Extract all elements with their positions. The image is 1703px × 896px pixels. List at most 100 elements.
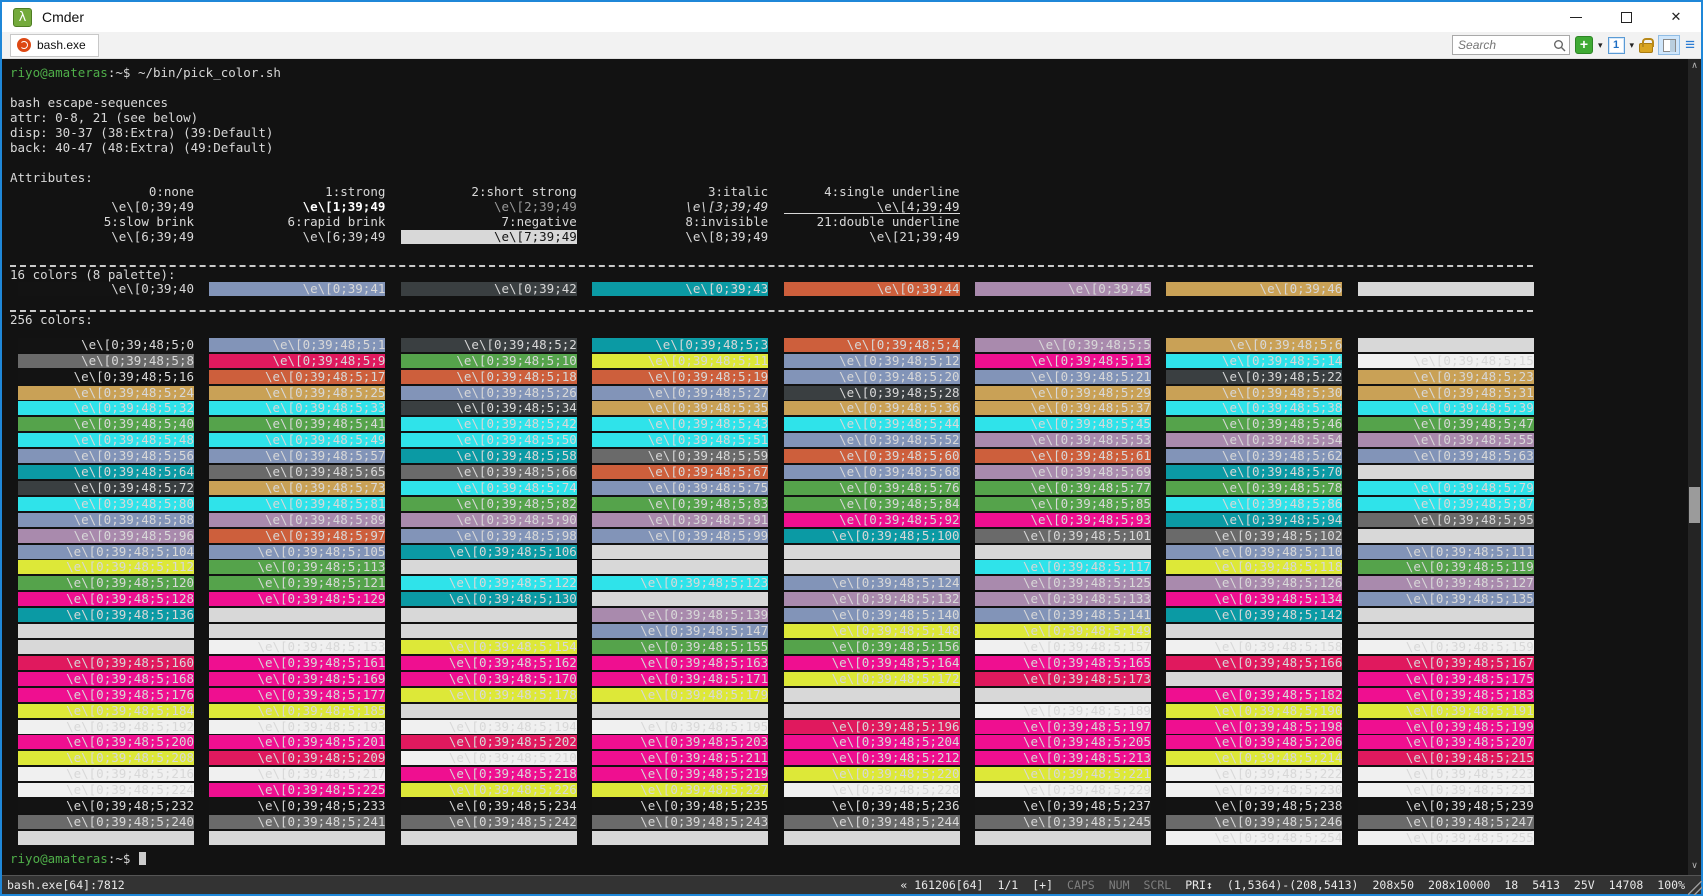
status-item: 18 (1504, 878, 1519, 892)
color-cell-256: \e\[0;39;48;5;70 (1166, 465, 1343, 480)
window-number-button[interactable]: 1 (1607, 36, 1625, 54)
color-cell-256: \e\[0;39;48;5;20 (783, 369, 960, 384)
scroll-up-icon[interactable]: ∧ (1691, 61, 1698, 71)
color-cell-256: \e\[0;39;48;5;226 (400, 783, 577, 798)
attributes-block: 0:none 1:strong 2:short strong 3:italic 4:si… (10, 185, 1701, 245)
color-cell-256: \e\[0;39;48;5;44 (783, 417, 960, 432)
color-cell-256: \e\[0;39;48;5;39 (1357, 401, 1534, 416)
color-row: \e\[0;39;48;5;40 \e\[0;39;48;5;41 \e\[0;39… (10, 417, 1701, 433)
color-cell-256: \e\[0;39;48;5;86 (1166, 496, 1343, 511)
color-cell-256: \e\[0;39;48;5;59 (592, 449, 769, 464)
status-item: CAPS (1067, 878, 1095, 892)
attributes-title: Attributes: (10, 170, 93, 185)
color-cell-256: \e\[0;39;48;5;74 (400, 480, 577, 495)
maximize-button[interactable] (1601, 2, 1651, 32)
color-cell-256: \e\[0;39;48;5;66 (400, 465, 577, 480)
attribute-code: \e\[0;39;49 (111, 199, 194, 214)
color-cell-256: \e\[0;39;48;5;162 (400, 655, 577, 670)
color-cell-256: \e\[0;39;48;5;122 (400, 576, 577, 591)
tab-label: bash.exe (37, 38, 86, 52)
color-cell-256: \e\[0;39;48;5;229 (974, 783, 1151, 798)
color-cell-256: \e\[0;39;48;5;237 (974, 799, 1151, 814)
ubuntu-icon (17, 38, 31, 52)
lock-icon[interactable] (1639, 38, 1655, 53)
new-console-button[interactable]: + (1575, 36, 1594, 54)
color-cell-256: \e\[0;39;48;5;193 (209, 719, 386, 734)
attribute-code: \e\[3;39;49 (685, 199, 769, 214)
color-cell-256: \e\[0;39;48;5;43 (592, 417, 769, 432)
color-row: \e\[0;39;48;5;176 \e\[0;39;48;5;177 \e\[0;… (10, 687, 1701, 703)
color-cell-256: \e\[0;39;48;5;221 (974, 767, 1151, 782)
color-cell-256: \e\[0;39;48;5;107 (592, 544, 769, 559)
color-cell-256: \e\[0;39;48;5;61 (974, 449, 1151, 464)
color-row: \e\[0;39;48;5;112 \e\[0;39;48;5;113 \e\[0;… (10, 560, 1701, 576)
color-cell-256: \e\[0;39;48;5;117 (974, 560, 1151, 575)
color-cell-256: \e\[0;39;48;5;13 (974, 353, 1151, 368)
panes-button[interactable] (1658, 35, 1681, 55)
color-cell-16: \e\[0;39;42 (400, 282, 577, 296)
terminal-area[interactable]: riyo@amateras:~$ ~/bin/pick_color.sh bas… (2, 59, 1701, 875)
status-item: « 161206[64] (900, 878, 984, 892)
panes-icon (1662, 38, 1676, 52)
prompt-suffix: :~$ (107, 851, 138, 866)
color-cell-256: \e\[0;39;48;5;26 (400, 385, 577, 400)
color-cell-256: \e\[0;39;48;5;204 (783, 735, 960, 750)
color-cell-256: \e\[0;39;48;5;241 (209, 814, 386, 829)
color-cell-256: \e\[0;39;48;5;51 (592, 433, 769, 448)
color-cell-256: \e\[0;39;48;5;166 (1166, 655, 1343, 670)
colors-256-grid: \e\[0;39;48;5;0 \e\[0;39;48;5;1 \e\[0;39;4… (10, 337, 1701, 846)
color-cell-256: \e\[0;39;48;5;106 (400, 544, 577, 559)
color-cell-256: \e\[0;39;48;5;249 (209, 830, 386, 845)
color-cell-256: \e\[0;39;48;5;196 (783, 719, 960, 734)
color-cell-256: \e\[0;39;48;5;157 (974, 640, 1151, 655)
color-cell-256: \e\[0;39;48;5;97 (209, 528, 386, 543)
color-row: \e\[0;39;48;5;104 \e\[0;39;48;5;105 \e\[0;… (10, 544, 1701, 560)
color-cell-256: \e\[0;39;48;5;27 (592, 385, 769, 400)
color-cell-256: \e\[0;39;48;5;151 (1357, 624, 1534, 639)
dashed-separator (10, 265, 1533, 267)
minimize-button[interactable] (1551, 2, 1601, 32)
new-console-dropdown-icon[interactable]: ▾ (1598, 39, 1603, 50)
color-cell-256: \e\[0;39;48;5;63 (1357, 449, 1534, 464)
search-input[interactable] (1453, 36, 1550, 54)
color-cell-256: \e\[0;39;48;5;182 (1166, 687, 1343, 702)
color-cell-256: \e\[0;39;48;5;231 (1357, 783, 1534, 798)
colors-256-header: 256 colors: (10, 312, 93, 327)
color-cell-256: \e\[0;39;48;5;227 (592, 783, 769, 798)
info-line: attr: 0-8, 21 (see below) (10, 110, 199, 125)
attribute-code: \e\[2;39;49 (493, 199, 577, 214)
window-dropdown-icon[interactable]: ▾ (1629, 39, 1635, 50)
menu-button[interactable]: ≡ (1685, 35, 1695, 54)
color-row: \e\[0;39;48;5;24 \e\[0;39;48;5;25 \e\[0;39… (10, 385, 1701, 401)
color-cell-256: \e\[0;39;48;5;67 (592, 465, 769, 480)
color-cell-256: \e\[0;39;48;5;76 (783, 480, 960, 495)
color-cell-256: \e\[0;39;48;5;159 (1357, 640, 1534, 655)
color-cell-256: \e\[0;39;48;5;163 (592, 655, 769, 670)
close-button[interactable]: ✕ (1670, 9, 1682, 24)
color-cell-256: \e\[0;39;48;5;239 (1357, 799, 1534, 814)
color-cell-256: \e\[0;39;48;5;48 (18, 433, 194, 448)
window-title: Cmder (42, 9, 85, 25)
color-cell-256: \e\[0;39;48;5;153 (209, 640, 386, 655)
color-row: \e\[0;39;48;5;136 \e\[0;39;48;5;137 \e\[0;… (10, 607, 1701, 623)
color-cell-256: \e\[0;39;48;5;78 (1166, 480, 1343, 495)
color-cell-256: \e\[0;39;48;5;160 (18, 655, 194, 670)
tab-bash-exe[interactable]: bash.exe (10, 33, 99, 57)
color-cell-256: \e\[0;39;48;5;234 (400, 799, 577, 814)
color-cell-256: \e\[0;39;48;5;124 (783, 576, 960, 591)
color-cell-256: \e\[0;39;48;5;240 (18, 814, 194, 829)
color-cell-16: \e\[0;39;47 (1357, 282, 1534, 296)
resize-grip-icon[interactable] (1688, 881, 1702, 895)
scroll-down-icon[interactable]: ∨ (1691, 861, 1698, 871)
scrollbar-thumb[interactable] (1689, 487, 1700, 523)
color-cell-256: \e\[0;39;48;5;253 (974, 830, 1151, 845)
color-cell-256: \e\[0;39;48;5;23 (1357, 369, 1534, 384)
vertical-scrollbar[interactable]: ∧ ∨ (1688, 59, 1701, 875)
attribute-code: \e\[4;39;49 (783, 200, 960, 214)
color-cell-256: \e\[0;39;48;5;123 (592, 576, 769, 591)
color-cell-256: \e\[0;39;48;5;32 (18, 401, 194, 416)
color-cell-256: \e\[0;39;48;5;11 (592, 353, 769, 368)
color-cell-256: \e\[0;39;48;5;72 (18, 480, 194, 495)
color-cell-256: \e\[0;39;48;5;18 (400, 369, 577, 384)
color-cell-256: \e\[0;39;48;5;158 (1166, 640, 1343, 655)
